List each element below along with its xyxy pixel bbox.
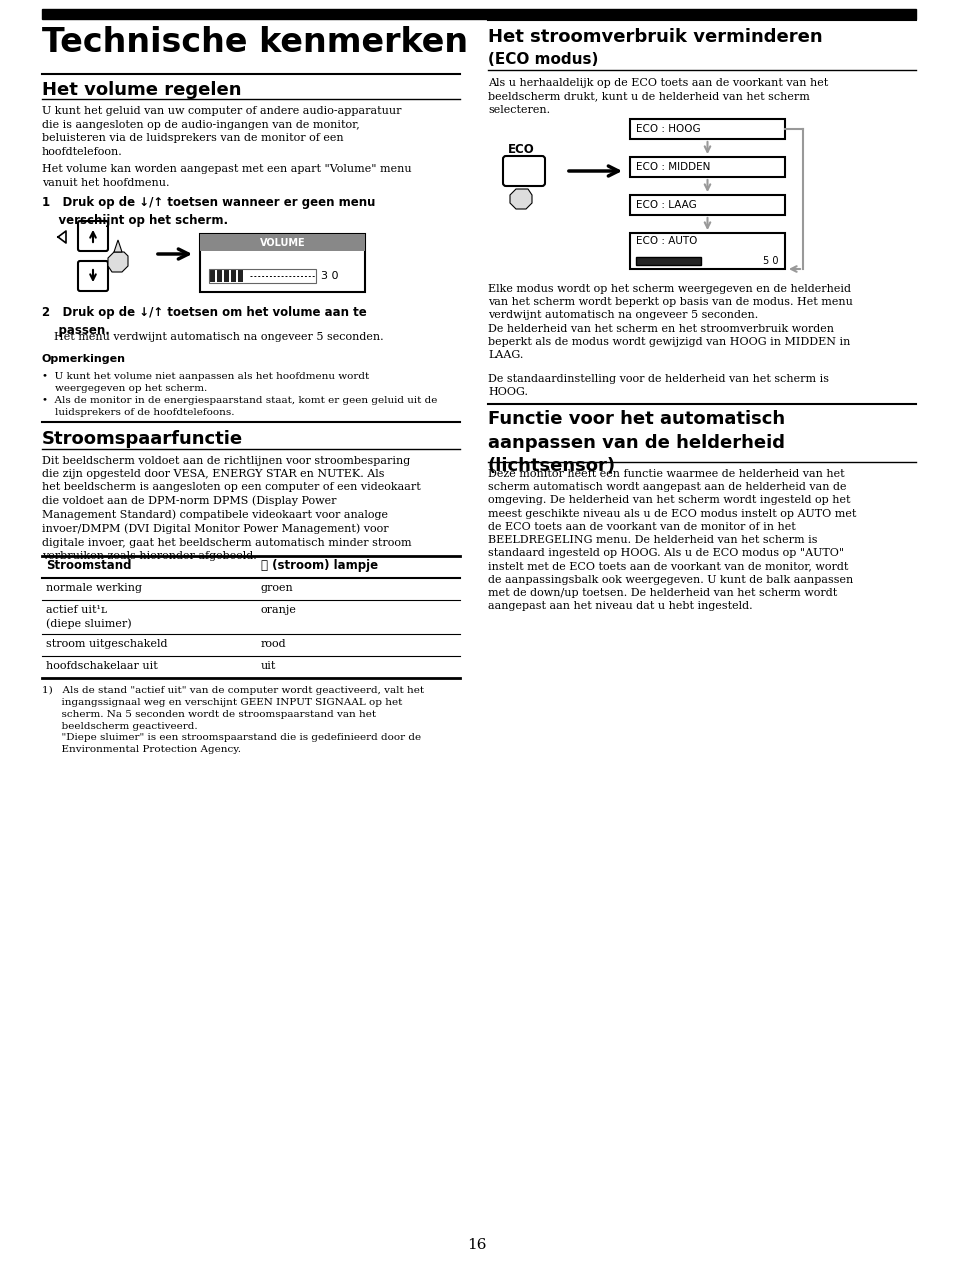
Text: Stroomstand: Stroomstand: [46, 559, 132, 572]
Text: ECO : LAAG: ECO : LAAG: [636, 200, 696, 210]
Text: ECO : AUTO: ECO : AUTO: [636, 236, 697, 246]
Text: Het volume regelen: Het volume regelen: [42, 82, 241, 99]
Text: •  Als de monitor in de energiespaarstand staat, komt er geen geluid uit de
    : • Als de monitor in de energiespaarstand…: [42, 396, 436, 417]
Text: Het volume kan worden aangepast met een apart "Volume" menu
vanuit het hoofdmenu: Het volume kan worden aangepast met een …: [42, 164, 411, 187]
Bar: [231, 270, 235, 282]
Text: ECO : MIDDEN: ECO : MIDDEN: [636, 162, 710, 172]
Text: rood: rood: [261, 640, 286, 648]
Polygon shape: [113, 240, 122, 252]
Text: actief uit¹ʟ
(diepe sluimer): actief uit¹ʟ (diepe sluimer): [46, 605, 132, 629]
Text: Deze monitor heeft een functie waarmee de helderheid van het
scherm automatisch : Deze monitor heeft een functie waarmee d…: [488, 469, 856, 612]
Text: ECO : HOOG: ECO : HOOG: [636, 124, 700, 134]
Text: Dit beeldscherm voldoet aan de richtlijnen voor stroombesparing
die zijn opgeste: Dit beeldscherm voldoet aan de richtlijn…: [42, 456, 420, 561]
Text: VOLUME: VOLUME: [259, 237, 305, 247]
Text: 5 0: 5 0: [762, 256, 778, 266]
Bar: [629, 195, 784, 215]
Text: U kunt het geluid van uw computer of andere audio-apparatuur
die is aangesloten : U kunt het geluid van uw computer of and…: [42, 106, 401, 157]
Bar: [42, 9, 915, 19]
Text: De standaardinstelling voor de helderheid van het scherm is
HOOG.: De standaardinstelling voor de helderhei…: [488, 375, 828, 397]
Text: 3 0: 3 0: [320, 271, 338, 282]
Text: groen: groen: [261, 583, 294, 592]
Bar: [629, 157, 784, 177]
Text: ECO: ECO: [507, 143, 535, 155]
Text: Het stroomverbruik verminderen: Het stroomverbruik verminderen: [488, 28, 821, 46]
FancyBboxPatch shape: [502, 155, 544, 186]
Bar: [629, 118, 784, 139]
Text: ⏻ (stroom) lampje: ⏻ (stroom) lampje: [261, 559, 377, 572]
Text: Het menu verdwijnt automatisch na ongeveer 5 seconden.: Het menu verdwijnt automatisch na ongeve…: [54, 333, 383, 341]
Bar: [636, 257, 700, 265]
Text: uit: uit: [261, 661, 276, 671]
Text: 16: 16: [467, 1238, 486, 1252]
Text: 2   Druk op de ↓/↑ toetsen om het volume aan te
    passen.: 2 Druk op de ↓/↑ toetsen om het volume a…: [42, 306, 366, 338]
Bar: [210, 270, 214, 282]
Text: stroom uitgeschakeld: stroom uitgeschakeld: [46, 640, 168, 648]
Text: Stroomspaarfunctie: Stroomspaarfunctie: [42, 431, 243, 448]
Polygon shape: [510, 189, 532, 209]
Bar: [209, 269, 315, 283]
Polygon shape: [108, 252, 128, 273]
Text: normale werking: normale werking: [46, 583, 142, 592]
Bar: [224, 270, 229, 282]
Text: Functie voor het automatisch
aanpassen van de helderheid
(lichtsensor): Functie voor het automatisch aanpassen v…: [488, 410, 784, 475]
Text: Elke modus wordt op het scherm weergegeven en de helderheid
van het scherm wordt: Elke modus wordt op het scherm weergegev…: [488, 284, 852, 361]
Bar: [216, 270, 222, 282]
Text: Technische kenmerken: Technische kenmerken: [42, 25, 468, 59]
Bar: [629, 233, 784, 269]
Bar: [200, 234, 365, 292]
Bar: [237, 270, 243, 282]
Text: Opmerkingen: Opmerkingen: [42, 354, 126, 364]
Text: •  U kunt het volume niet aanpassen als het hoofdmenu wordt
    weergegeven op h: • U kunt het volume niet aanpassen als h…: [42, 372, 369, 392]
Text: oranje: oranje: [261, 605, 296, 615]
Text: hoofdschakelaar uit: hoofdschakelaar uit: [46, 661, 157, 671]
Text: (ECO modus): (ECO modus): [488, 52, 598, 68]
Text: 1)   Als de stand "actief uit" van de computer wordt geactiveerd, valt het
     : 1) Als de stand "actief uit" van de comp…: [42, 685, 424, 754]
FancyBboxPatch shape: [78, 220, 108, 251]
Bar: [200, 234, 365, 251]
Text: 1   Druk op de ↓/↑ toetsen wanneer er geen menu
    verschijnt op het scherm.: 1 Druk op de ↓/↑ toetsen wanneer er geen…: [42, 196, 375, 227]
Text: Als u herhaaldelijk op de ECO toets aan de voorkant van het
beeldscherm drukt, k: Als u herhaaldelijk op de ECO toets aan …: [488, 78, 827, 115]
FancyBboxPatch shape: [78, 261, 108, 290]
